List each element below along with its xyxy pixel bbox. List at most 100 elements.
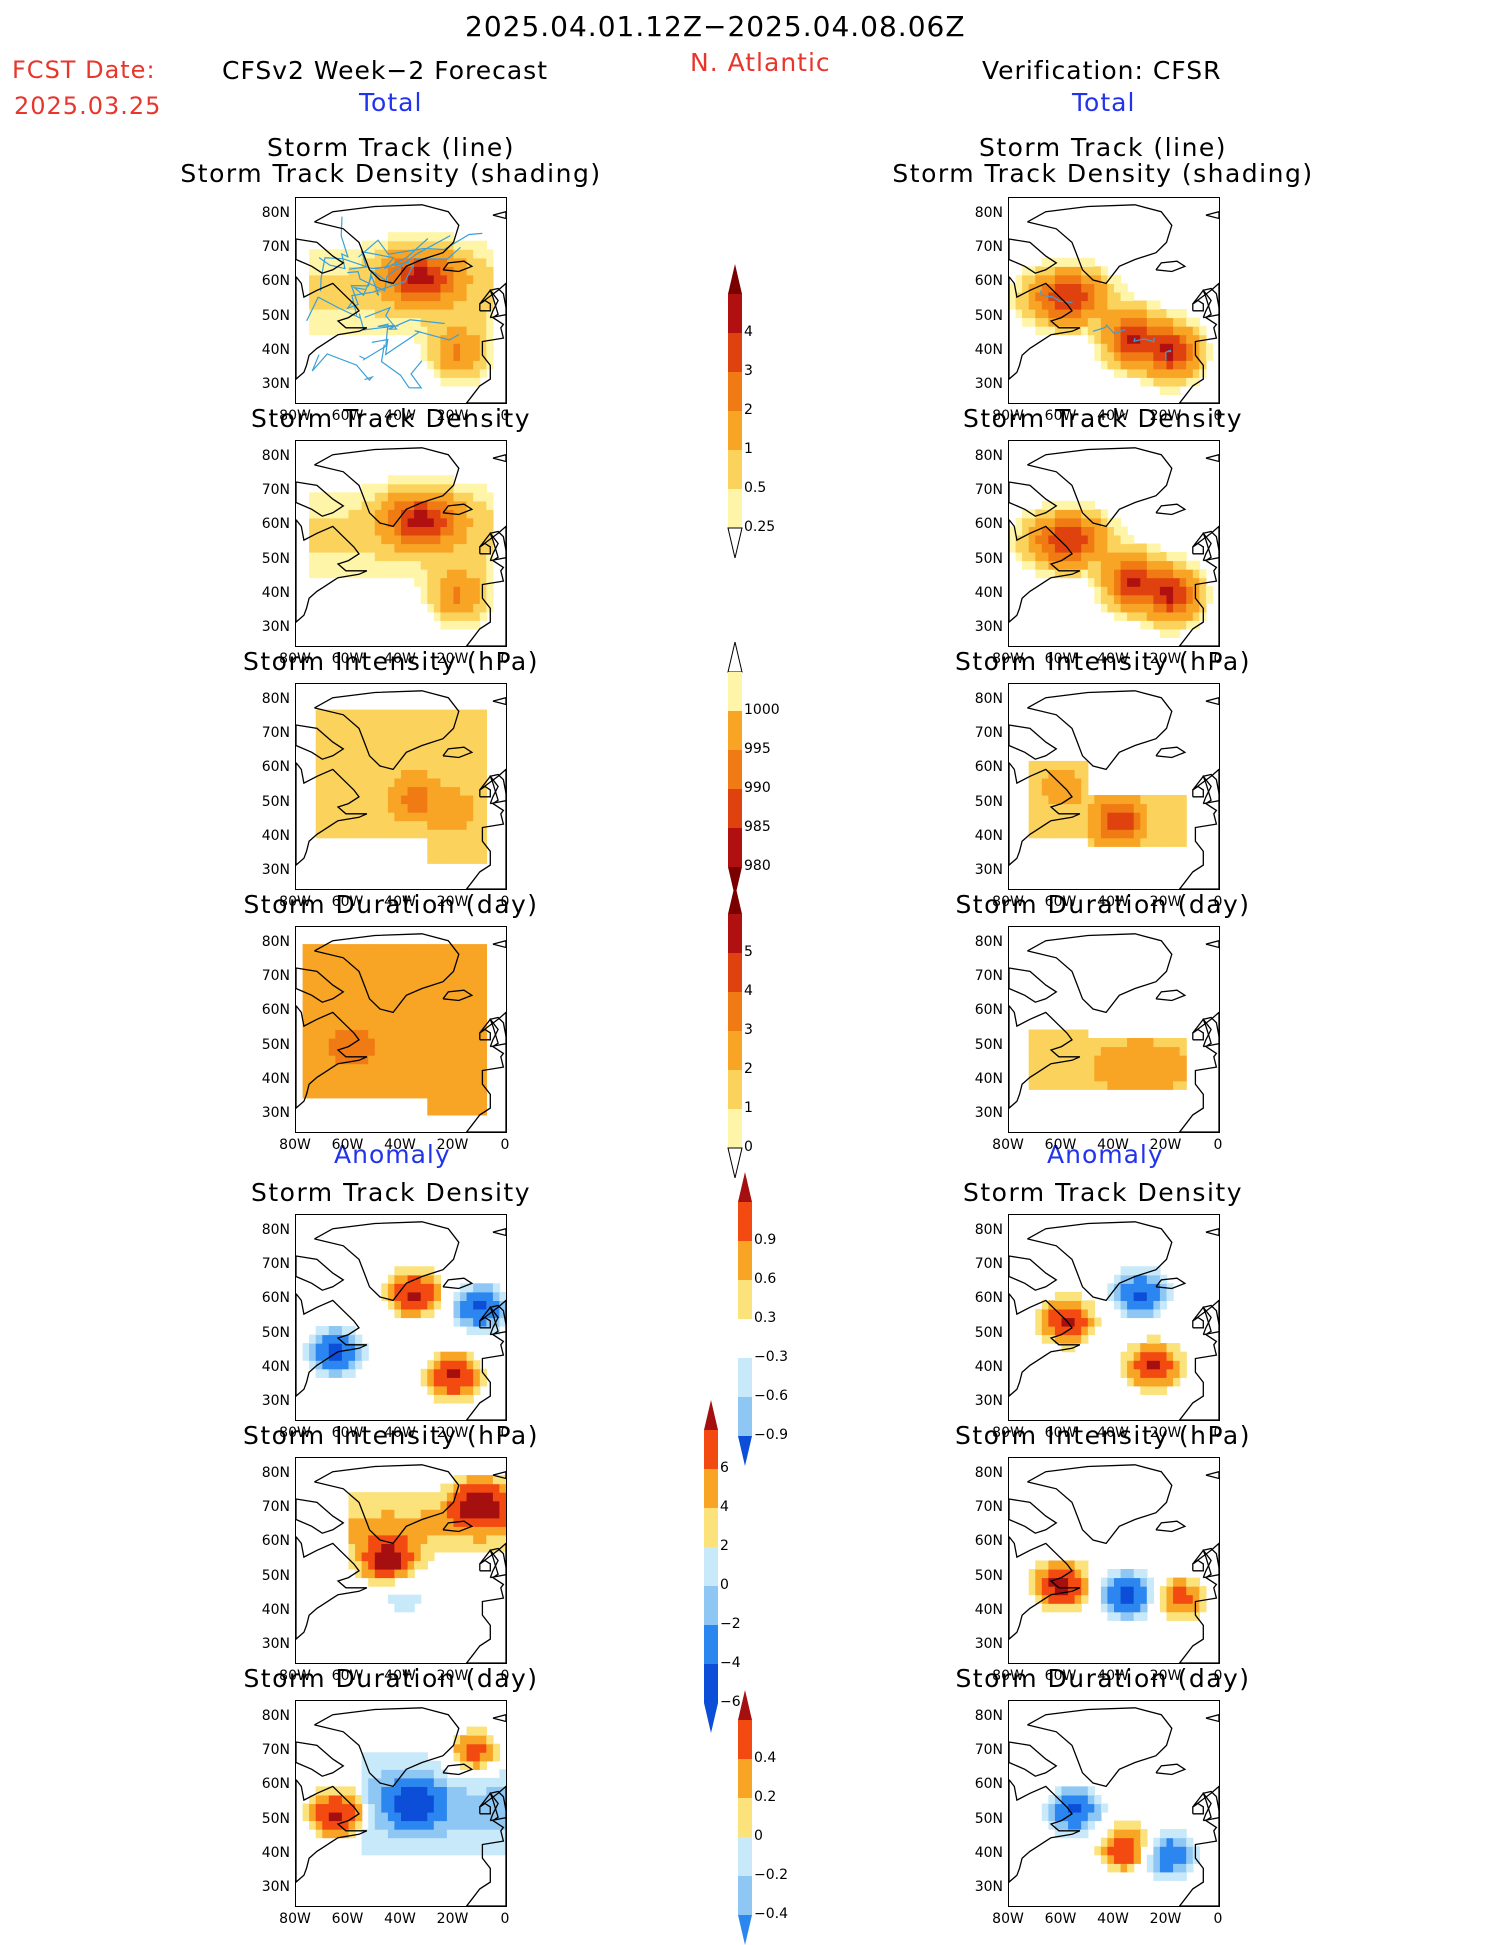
field-cell (1179, 586, 1187, 596)
field-cell (479, 820, 487, 830)
field-cell (387, 1846, 396, 1856)
field-cell (433, 1274, 441, 1284)
field-cell (1146, 620, 1154, 630)
field-cell (1028, 535, 1036, 545)
field-cell (1140, 795, 1148, 805)
field-cell (1114, 543, 1122, 553)
field-cell (1120, 1829, 1128, 1839)
field-cell (394, 944, 402, 954)
field-cell (1074, 1080, 1082, 1090)
field-cell (1120, 1368, 1128, 1378)
field-cell (479, 1517, 487, 1527)
field-cell (427, 240, 435, 250)
field-cell (460, 509, 468, 519)
field-cell (1166, 1343, 1174, 1353)
field-cell (381, 752, 389, 762)
field-cell (414, 1534, 422, 1544)
field-cell (381, 266, 389, 276)
field-cell (1159, 812, 1168, 822)
field-cell (1100, 586, 1109, 596)
field-cell (361, 952, 369, 962)
field-cell (1087, 317, 1095, 327)
field-cell (368, 1795, 376, 1805)
field-cell (1094, 1038, 1102, 1048)
field-cell (466, 709, 474, 719)
field-cell (1054, 1072, 1063, 1082)
field-cell (355, 1500, 363, 1510)
field-cell (1054, 500, 1063, 510)
field-cell (1133, 1309, 1141, 1319)
field-cell (387, 535, 396, 545)
field-cell (460, 1492, 468, 1502)
field-cell (1159, 326, 1168, 336)
field-cell (460, 1483, 468, 1493)
field-cell (446, 1837, 455, 1847)
field-cell (1140, 829, 1148, 839)
field-cell (1127, 1377, 1135, 1387)
field-cell (322, 803, 330, 813)
field-cell (341, 1038, 350, 1048)
field-cell (1153, 603, 1161, 613)
field-cell (1028, 760, 1036, 770)
field-cell (1127, 1063, 1135, 1073)
field-cell (361, 795, 369, 805)
field-cell (407, 1003, 415, 1013)
field-cell (466, 500, 474, 510)
field-cell (460, 1283, 468, 1293)
field-cell (473, 509, 481, 519)
field-cell (361, 552, 369, 562)
field-cell (440, 292, 448, 302)
field-cell (1100, 334, 1109, 344)
lon-tick-label: 20W (1149, 1425, 1182, 1441)
field-cell (348, 1368, 356, 1378)
field-cell (433, 232, 441, 242)
field-cell (420, 1829, 428, 1839)
field-cell (460, 326, 468, 336)
field-cell (407, 1569, 415, 1579)
field-cell (1100, 1803, 1109, 1813)
field-cell (440, 317, 448, 327)
field-cell (1127, 1266, 1135, 1276)
field-cell (446, 232, 455, 242)
lat-tick-label: 50N (261, 1567, 290, 1584)
lon-tick-label: 0 (1213, 1137, 1223, 1153)
field-cell (440, 1769, 448, 1779)
coastline (296, 1498, 345, 1534)
field-cell (414, 795, 422, 805)
field-cell (374, 1080, 382, 1090)
field-cell (374, 820, 382, 830)
field-cell (328, 1089, 336, 1099)
colorbar-label: 0.9 (754, 1232, 777, 1248)
field-cell (341, 995, 350, 1005)
field-cell (355, 1029, 363, 1039)
field-cell (387, 829, 396, 839)
lon-tick-label: 80W (279, 894, 311, 910)
field-cell (1166, 1046, 1174, 1056)
field-cell (348, 735, 356, 745)
field-cell (348, 535, 356, 545)
field-cell (486, 560, 494, 570)
field-cell (387, 1837, 396, 1847)
field-cell (1061, 500, 1069, 510)
field-cell (466, 854, 474, 864)
field-cell (1081, 1072, 1089, 1082)
field-cell (322, 492, 330, 502)
field-cell (473, 257, 481, 267)
field-cell (381, 300, 389, 310)
field-cell (407, 1846, 415, 1856)
field-cell (355, 778, 363, 788)
field-cell (1035, 1080, 1043, 1090)
colorbar-label: 4 (744, 324, 753, 340)
field-cell (433, 1106, 441, 1116)
field-cell (1087, 517, 1095, 527)
field-cell (1074, 803, 1082, 813)
field-cell (1153, 368, 1161, 378)
field-cell (1054, 820, 1063, 830)
field-cell (433, 343, 441, 353)
field-cell (355, 1360, 363, 1370)
field-cell (499, 1803, 506, 1813)
lat-tick-label: 80N (974, 691, 1003, 708)
field-cell (381, 257, 389, 267)
field-cell (368, 743, 376, 753)
